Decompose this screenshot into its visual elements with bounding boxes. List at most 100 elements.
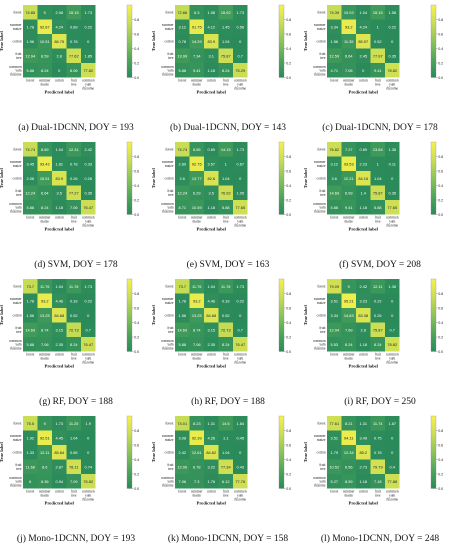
cell-value-label: 78.82 [387, 342, 397, 347]
heatmap-svg: 74.74 8.65 0.69 14.15 1.732.89 92.75 3.57 1 0.67… [151, 141, 291, 232]
cell-value-label: 74.01 [177, 421, 187, 426]
colorbar-tick-label: 0.6 [286, 306, 291, 310]
heatmap-cell [327, 48, 342, 63]
cell-value-label: 13.84 [373, 147, 384, 152]
cell-value-label: 4.46 [207, 298, 215, 303]
panel-caption: (g) RF, DOY = 188 [39, 397, 113, 407]
cell-value-label: 74.74 [25, 147, 36, 152]
cell-value-label: 0 [391, 176, 394, 181]
heatmap-cell [218, 200, 233, 215]
heatmap-cell [233, 63, 248, 78]
heatmap-cell [66, 5, 81, 20]
heatmap-cell [189, 459, 204, 474]
heatmap-cell [204, 48, 219, 63]
heatmap-cell [233, 293, 248, 308]
cell-value-label: 0.69 [207, 147, 215, 152]
heatmap-cell [175, 200, 190, 215]
cell-value-label: 1.31 [359, 421, 367, 426]
colorbar-tick-label: 0.8 [286, 155, 291, 159]
y-tick-label: summer maize [314, 23, 326, 31]
cell-value-label: 82.6 [207, 176, 215, 181]
heatmap-cell [233, 416, 248, 431]
x-tick-label: fruit tree [223, 490, 229, 498]
cell-value-label: 0 [239, 176, 242, 181]
cell-value-label: 1 [225, 161, 227, 166]
heatmap-cell [385, 474, 400, 489]
cell-value-label: 8.74 [193, 327, 201, 332]
x-tick-label: cotton [55, 79, 64, 83]
x-tick-label: forest [330, 79, 338, 83]
cell-value-label: 0.22 [236, 298, 244, 303]
heatmap-cell [204, 5, 219, 20]
y-tick-label: cotton [317, 177, 326, 181]
cell-value-label: 83.9 [55, 176, 63, 181]
cell-value-label: 1.45 [222, 24, 230, 29]
heatmap-cell [52, 19, 67, 34]
cell-value-label: 12.61 [192, 450, 202, 455]
cell-value-label: 1.04 [222, 39, 230, 44]
heatmap-cell [175, 185, 190, 200]
confusion-matrix-panel: 74.85 5 2.08 15.15 1.73 1.78 92.87 4.24 0.89 0.22… [0, 0, 152, 137]
y-tick-label: forest [165, 285, 173, 289]
cell-value-label: 8.6 [42, 464, 47, 469]
heatmap-cell [385, 171, 400, 186]
cell-value-label: 77.65 [235, 205, 245, 210]
cell-value-label: 1.87 [388, 421, 396, 426]
x-tick-label: summer maize [191, 79, 203, 87]
heatmap-cell [218, 474, 233, 489]
cell-value-label: 1.78 [26, 298, 34, 303]
cell-value-label: 83.9 [207, 39, 215, 44]
heatmap-cell [327, 474, 342, 489]
heatmap-cell [81, 279, 96, 294]
cell-value-label: 92.75 [192, 161, 202, 166]
heatmap-cell [341, 293, 356, 308]
y-tick-label: summer maize [10, 297, 22, 305]
cell-value-label: 0.52 [222, 313, 230, 318]
cell-value-label: 1.56 [26, 313, 34, 318]
cell-value-label: 1.76 [207, 479, 215, 484]
cell-value-label: 8.24 [222, 68, 230, 73]
colorbar [430, 278, 437, 352]
y-axis-label: True label [0, 305, 4, 326]
heatmap-cell [81, 34, 96, 49]
heatmap-cell [189, 445, 204, 460]
y-tick-label: fruit tree [319, 326, 326, 334]
cell-value-label: 1.73 [236, 147, 244, 152]
cell-value-label: 0.74 [84, 464, 92, 469]
heatmap-cell [52, 142, 67, 157]
x-tick-label: forest [330, 490, 338, 494]
heatmap-svg: 74.39 10.03 1.04 15.15 1.583.34 93.2 4.24 1 0.22… [303, 4, 443, 95]
cell-value-label: 9 [44, 421, 46, 426]
y-axis-label: True label [0, 442, 4, 463]
heatmap-cell [385, 185, 400, 200]
heatmap-cell [81, 474, 96, 489]
cell-value-label: 74.85 [25, 10, 35, 15]
y-tick-label: cotton [13, 451, 22, 455]
heatmap-cell [189, 430, 204, 445]
cell-value-label: 8.21 [345, 421, 353, 426]
colorbar [126, 141, 133, 215]
cell-value-label: 0.7 [86, 327, 91, 332]
x-tick-label: forest [26, 79, 34, 83]
y-tick-label: cotton [165, 177, 174, 181]
heatmap-cell [204, 200, 219, 215]
cell-value-label: 95.21 [344, 298, 354, 303]
cell-value-label: 14.5 [222, 421, 230, 426]
cell-value-label: 0 [391, 435, 394, 440]
cell-value-label: 0 [87, 435, 90, 440]
heatmap-cell [189, 171, 204, 186]
heatmap-cell [204, 322, 219, 337]
cell-value-label: 10.59 [192, 205, 202, 210]
heatmap-cell [37, 63, 52, 78]
heatmap-cell [189, 142, 204, 157]
colorbar-tick-label: 0.6 [134, 443, 139, 447]
heatmap-cell [52, 459, 67, 474]
cell-value-label: 0.33 [70, 298, 78, 303]
heatmap-cell [66, 156, 81, 171]
heatmap-cell [204, 445, 219, 460]
heatmap-cell [370, 34, 385, 49]
heatmap-cell [204, 279, 219, 294]
cell-value-label: 93.2 [41, 298, 49, 303]
x-tick-label: fruit tree [71, 216, 77, 224]
